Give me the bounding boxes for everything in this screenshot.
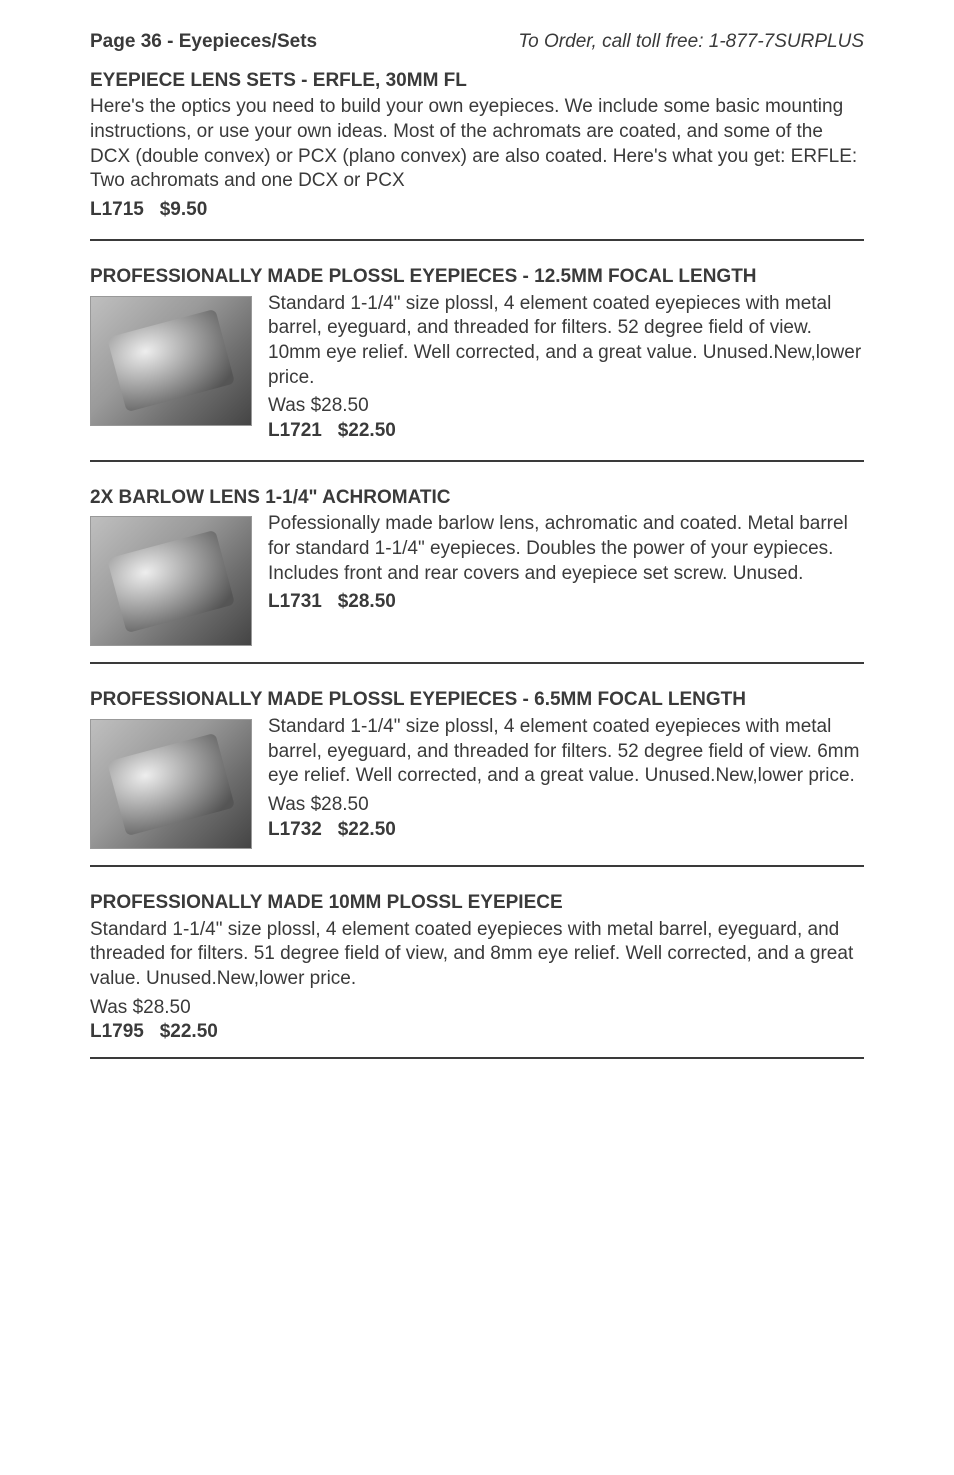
product-image xyxy=(90,719,252,849)
section-divider xyxy=(90,662,864,664)
product-was-price: Was $28.50 xyxy=(268,394,864,419)
product-text-column: Standard 1-1/4" size plossl, 4 element c… xyxy=(268,292,864,444)
order-phone: To Order, call toll free: 1-877-7SURPLUS xyxy=(518,30,864,55)
product-price: $22.50 xyxy=(338,819,396,840)
section-divider xyxy=(90,865,864,867)
product-sku: L1732 xyxy=(268,819,322,840)
product-sku-price: L1731 $28.50 xyxy=(268,590,864,615)
page-header-row: Page 36 - Eyepieces/Sets To Order, call … xyxy=(90,30,864,55)
product-description: Standard 1-1/4" size plossl, 4 element c… xyxy=(268,715,864,789)
product-sku-price: L1715 $9.50 xyxy=(90,198,864,223)
product-content-row: Standard 1-1/4" size plossl, 4 element c… xyxy=(90,292,864,444)
product-text-column: Pofessionally made barlow lens, achromat… xyxy=(268,512,864,615)
product-section: PROFESSIONALLY MADE PLOSSL EYEPIECES - 6… xyxy=(90,688,864,849)
product-title: PROFESSIONALLY MADE PLOSSL EYEPIECES - 1… xyxy=(90,265,864,290)
product-was-price: Was $28.50 xyxy=(268,793,864,818)
product-content-row: Pofessionally made barlow lens, achromat… xyxy=(90,512,864,646)
product-price: $28.50 xyxy=(338,591,396,612)
product-price: $9.50 xyxy=(160,199,208,220)
product-sku: L1715 xyxy=(90,199,144,220)
section-divider xyxy=(90,239,864,241)
product-description: Here's the optics you need to build your… xyxy=(90,95,864,194)
product-image xyxy=(90,516,252,646)
section-divider xyxy=(90,460,864,462)
product-price: $22.50 xyxy=(160,1021,218,1042)
product-sku-price: L1721 $22.50 xyxy=(268,419,864,444)
product-description: Standard 1-1/4" size plossl, 4 element c… xyxy=(90,918,864,992)
product-sku: L1731 xyxy=(268,591,322,612)
product-was-price: Was $28.50 xyxy=(90,996,864,1021)
product-price: $22.50 xyxy=(338,420,396,441)
product-description: Standard 1-1/4" size plossl, 4 element c… xyxy=(268,292,864,391)
section-divider xyxy=(90,1057,864,1059)
product-title: PROFESSIONALLY MADE 10MM PLOSSL EYEPIECE xyxy=(90,891,864,916)
product-title: 2X BARLOW LENS 1-1/4" ACHROMATIC xyxy=(90,486,864,511)
product-section: EYEPIECE LENS SETS - ERFLE, 30MM FL Here… xyxy=(90,69,864,223)
product-image xyxy=(90,296,252,426)
product-title: EYEPIECE LENS SETS - ERFLE, 30MM FL xyxy=(90,69,864,94)
product-sku-price: L1795 $22.50 xyxy=(90,1020,864,1045)
product-sku-price: L1732 $22.50 xyxy=(268,818,864,843)
product-section: PROFESSIONALLY MADE 10MM PLOSSL EYEPIECE… xyxy=(90,891,864,1045)
product-title: PROFESSIONALLY MADE PLOSSL EYEPIECES - 6… xyxy=(90,688,864,713)
product-sku: L1795 xyxy=(90,1021,144,1042)
product-section: 2X BARLOW LENS 1-1/4" ACHROMATIC Pofessi… xyxy=(90,486,864,647)
product-content-row: Standard 1-1/4" size plossl, 4 element c… xyxy=(90,715,864,849)
product-description: Pofessionally made barlow lens, achromat… xyxy=(268,512,864,586)
product-sku: L1721 xyxy=(268,420,322,441)
page-number-label: Page 36 - Eyepieces/Sets xyxy=(90,30,317,55)
product-section: PROFESSIONALLY MADE PLOSSL EYEPIECES - 1… xyxy=(90,265,864,444)
product-text-column: Standard 1-1/4" size plossl, 4 element c… xyxy=(268,715,864,842)
